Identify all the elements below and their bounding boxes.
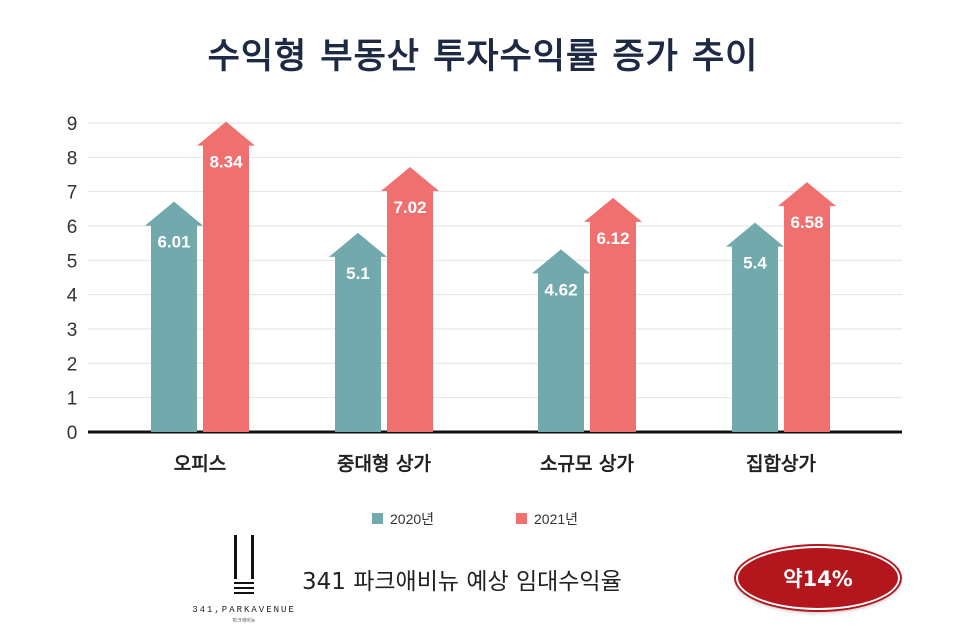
brand-logo: 341,PARKAVENUE 파크애비뉴 [188, 535, 300, 635]
bar-value-label: 6.01 [157, 233, 190, 252]
y-tick-label: 0 [67, 423, 78, 444]
y-tick-label: 9 [67, 114, 78, 135]
bar-1-2 [329, 232, 387, 432]
y-tick-label: 5 [67, 251, 78, 272]
bar-1-4 [726, 222, 784, 432]
yield-badge: 약14% [736, 546, 900, 610]
legend-label: 2021년 [534, 511, 578, 527]
logo-subtext: 파크애비뉴 [232, 618, 256, 624]
bar-2-4 [778, 182, 836, 432]
x-category-label: 소규모 상가 [540, 453, 635, 475]
x-category-label: 집합상가 [746, 453, 816, 475]
x-category-label: 중대형 상가 [337, 453, 432, 475]
x-category-label: 오피스 [174, 453, 226, 475]
bar-value-label: 5.4 [743, 254, 767, 273]
y-tick-label: 7 [67, 183, 78, 204]
bar-2-3 [584, 197, 642, 432]
x-axis-categories: 오피스 중대형 상가 소규모 상가 집합상가 [174, 453, 817, 475]
logo-mark [224, 535, 264, 597]
bar-value-label: 8.34 [209, 153, 243, 172]
bar-value-label: 6.58 [790, 213, 823, 232]
legend-swatch [516, 513, 527, 524]
bars: 6.01 8.34 5.1 7.02 4.62 6.12 5.4 6.58 [145, 121, 836, 433]
y-tick-label: 8 [67, 148, 78, 169]
bar-1-3 [532, 249, 590, 432]
y-tick-label: 1 [67, 389, 78, 410]
bar-value-label: 6.12 [596, 229, 629, 248]
bar-1-1 [145, 201, 203, 432]
y-tick-label: 4 [67, 286, 78, 307]
bar-2-2 [381, 166, 439, 433]
y-tick-label: 2 [67, 354, 78, 375]
legend-swatch [372, 513, 383, 524]
chart: 0 1 2 3 4 5 6 7 8 9 6.01 8.34 5.1 7.02 4.62 6.12 5.4 6.5… [67, 114, 902, 527]
legend: 2020년 2021년 [372, 511, 578, 527]
chart-title: 수익형 부동산 투자수익률 증가 추이 [207, 37, 759, 77]
y-axis-ticks: 0 1 2 3 4 5 6 7 8 9 [67, 114, 78, 444]
footer-caption: 341 파크애비뉴 예상 임대수익율 [302, 569, 622, 595]
legend-label: 2020년 [390, 511, 434, 527]
logo-text: 341,PARKAVENUE [192, 605, 296, 615]
bar-value-label: 5.1 [346, 264, 370, 283]
bar-2-1 [197, 121, 255, 432]
bar-value-label: 7.02 [393, 198, 426, 217]
y-tick-label: 3 [67, 320, 78, 341]
bar-value-label: 4.62 [544, 280, 577, 299]
y-tick-label: 6 [67, 217, 78, 238]
